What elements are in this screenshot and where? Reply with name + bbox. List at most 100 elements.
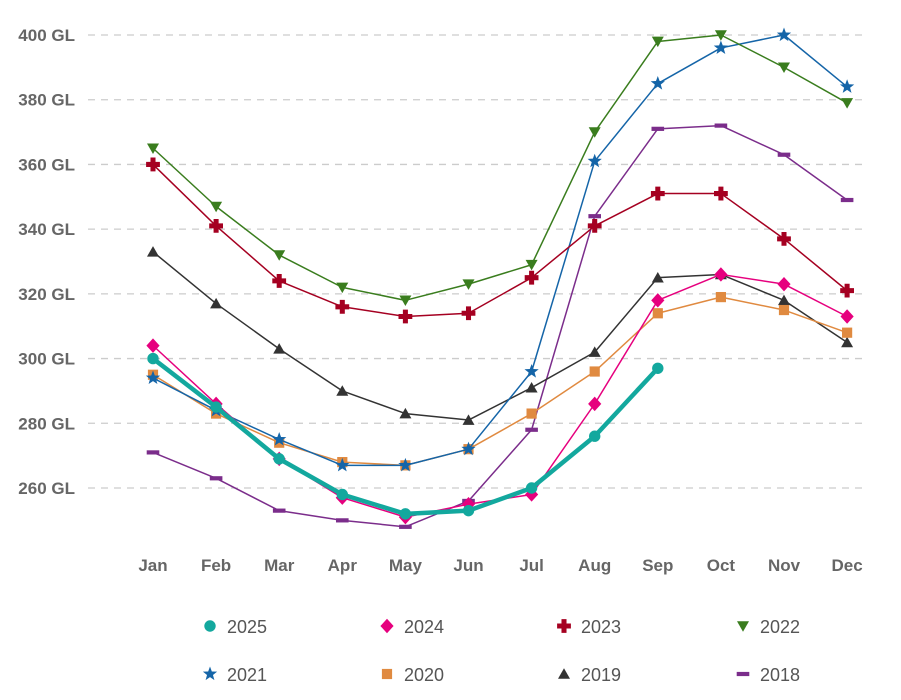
series-line-2025 [150,356,661,517]
point-2018-jan [146,450,160,455]
point-2019-jul [525,381,538,393]
x-tick-label-oct: Oct [707,556,736,575]
point-2020-feb [211,408,222,419]
point-2022-dec [841,98,854,109]
legend-marker-2023 [557,619,571,633]
point-2025-sep [652,362,664,374]
point-2020-oct [715,291,726,303]
point-2019-sep [651,271,664,283]
point-2018-feb [209,476,223,481]
series-line-2019 [152,251,848,421]
point-2019-jun [462,414,475,425]
x-tick-label-aug: Aug [578,556,611,575]
point-2023-dec [840,283,854,298]
series-line-2020 [152,296,848,467]
series-2019 [147,246,854,425]
y-tick-label: 380 GL [18,91,75,110]
point-2021-nov [776,27,792,42]
legend-label-2020: 2020 [404,665,444,685]
point-2018-aug [588,214,601,219]
point-2023-feb [209,219,223,233]
x-axis-tick-labels: Jan Feb Mar Apr May Jun Jul Aug Sep Oct Nov Dec [138,556,862,575]
legend-label-2025: 2025 [227,617,267,637]
series-2025 [147,352,664,520]
x-tick-label-nov: Nov [768,556,801,575]
point-2019-may [399,407,412,419]
point-2021-jun [461,441,476,456]
x-tick-label-mar: Mar [264,556,295,575]
legend-item-2019: 2019 [558,665,621,685]
point-2018-dec [840,197,854,203]
point-2023-aug [587,219,602,233]
y-tick-label: 300 GL [18,350,75,369]
point-2018-apr [336,518,349,523]
series-2018 [146,123,854,529]
point-2025-aug [589,430,601,442]
point-2020-dec [842,327,853,338]
point-2023-may [398,309,413,324]
series-2020 [147,291,853,471]
point-2022-apr [336,282,349,294]
point-2023-jul [524,270,539,285]
point-2018-mar [272,508,286,513]
x-tick-label-jan: Jan [138,556,167,575]
point-2022-jan [147,143,159,154]
legend-marker-2020 [381,668,393,680]
series-2024 [146,267,854,525]
point-2023-nov [777,231,791,246]
legend-item-2018: 2018 [736,665,800,685]
point-2024-sep [651,293,665,308]
point-2018-nov [777,152,791,157]
legend-item-2022: 2022 [737,617,800,637]
x-tick-label-jul: Jul [519,556,544,575]
point-2019-aug [588,346,601,357]
point-2019-jan [147,246,159,257]
point-2022-sep [651,36,664,48]
series-lines [145,27,855,529]
point-2020-jul [526,408,537,419]
point-2025-feb [210,401,222,413]
point-2021-mar [272,431,287,446]
legend-label-2022: 2022 [760,617,800,637]
legend-marker-2024 [380,618,394,634]
point-2018-jul [525,427,538,432]
point-2025-jan [147,352,159,365]
point-2024-oct [714,267,728,282]
point-2018-may [399,524,412,529]
series-line-2023 [152,163,848,318]
legend-marker-2018 [736,671,750,677]
legend-marker-2022 [737,621,749,632]
legend-item-2020: 2020 [381,665,444,685]
point-2025-apr [336,488,348,501]
point-2020-nov [778,304,790,316]
y-tick-label: 340 GL [18,220,75,239]
point-2021-oct [713,40,729,55]
legend-marker-2025 [204,620,216,632]
point-2022-feb [210,201,223,213]
point-2022-may [399,295,412,307]
point-2022-mar [273,250,286,261]
point-2021-jul [524,364,539,378]
y-axis-tick-labels: 260 GL 280 GL 300 GL 320 GL 340 GL 360 GL 380 … [18,26,75,498]
point-2025-mar [273,453,285,465]
series-2021 [145,27,855,472]
point-2024-dec [840,309,854,324]
point-2019-feb [210,297,223,309]
legend-item-2024: 2024 [380,617,444,637]
x-tick-label-feb: Feb [201,556,231,575]
point-2018-oct [714,123,728,128]
point-2021-aug [587,153,602,168]
point-2025-may [399,508,412,520]
series-line-2024 [152,273,848,518]
point-2018-sep [651,126,665,131]
point-2024-aug [588,396,602,412]
series-line-2018 [152,124,848,528]
point-2020-sep [652,308,663,319]
series-line-2021 [152,34,848,467]
y-tick-label: 280 GL [18,414,75,433]
y-tick-label: 260 GL [18,479,75,498]
x-tick-label-jun: Jun [453,556,483,575]
legend-label-2018: 2018 [760,665,800,685]
point-2023-apr [335,299,350,314]
series-2023 [146,157,854,324]
